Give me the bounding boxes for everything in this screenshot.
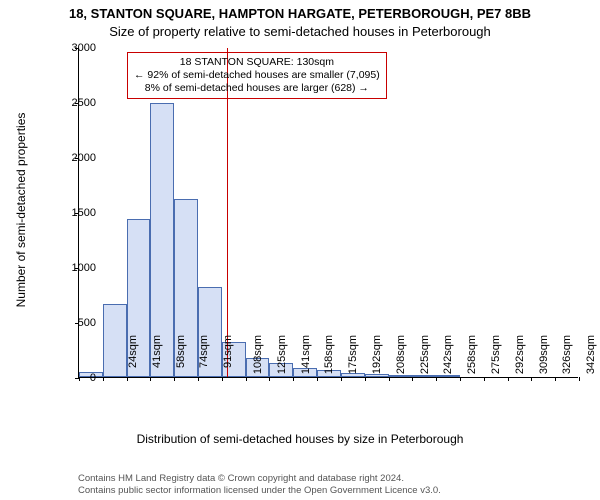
plot-area: 18 STANTON SQUARE: 130sqm← 92% of semi-d… (78, 48, 578, 378)
page-title-subtitle: Size of property relative to semi-detach… (0, 24, 600, 39)
x-axis-label: Distribution of semi-detached houses by … (0, 432, 600, 446)
xtick-mark (531, 377, 532, 381)
xtick-label: 242sqm (443, 335, 455, 374)
footer-attribution: Contains HM Land Registry data © Crown c… (78, 473, 441, 496)
xtick-label: 125sqm (276, 335, 288, 374)
ytick-label: 1000 (72, 262, 96, 274)
xtick-label: 342sqm (585, 335, 597, 374)
histogram-bar (412, 375, 436, 377)
xtick-label: 309sqm (538, 335, 550, 374)
xtick-label: 208sqm (395, 335, 407, 374)
xtick-label: 74sqm (198, 335, 210, 368)
xtick-mark (484, 377, 485, 381)
ytick-label: 2000 (72, 152, 96, 164)
xtick-mark (269, 377, 270, 381)
xtick-mark (317, 377, 318, 381)
xtick-mark (174, 377, 175, 381)
xtick-label: 275sqm (490, 335, 502, 374)
ytick-label: 500 (78, 317, 96, 329)
ytick-label: 1500 (72, 207, 96, 219)
xtick-label: 141sqm (300, 335, 312, 374)
xtick-mark (579, 377, 580, 381)
page-title-address: 18, STANTON SQUARE, HAMPTON HARGATE, PET… (0, 6, 600, 21)
xtick-label: 24sqm (127, 335, 139, 368)
xtick-mark (412, 377, 413, 381)
xtick-mark (341, 377, 342, 381)
xtick-label: 225sqm (419, 335, 431, 374)
histogram-chart: 18 STANTON SQUARE: 130sqm← 92% of semi-d… (78, 48, 578, 378)
footer-line-2: Contains public sector information licen… (78, 485, 441, 496)
xtick-mark (389, 377, 390, 381)
annotation-box: 18 STANTON SQUARE: 130sqm← 92% of semi-d… (127, 52, 387, 99)
xtick-mark (103, 377, 104, 381)
xtick-label: 41sqm (151, 335, 163, 368)
xtick-mark (508, 377, 509, 381)
xtick-label: 258sqm (466, 335, 478, 374)
xtick-label: 91sqm (222, 335, 234, 368)
xtick-mark (127, 377, 128, 381)
xtick-mark (246, 377, 247, 381)
xtick-label: 192sqm (371, 335, 383, 374)
annotation-line: 8% of semi-detached houses are larger (6… (134, 82, 380, 95)
xtick-mark (79, 377, 80, 381)
xtick-mark (365, 377, 366, 381)
xtick-label: 326sqm (562, 335, 574, 374)
annotation-line: ← 92% of semi-detached houses are smalle… (134, 69, 380, 82)
ytick-label: 0 (90, 372, 96, 384)
histogram-bar (389, 375, 413, 377)
histogram-bar (365, 374, 389, 377)
footer-line-1: Contains HM Land Registry data © Crown c… (78, 473, 441, 484)
xtick-mark (436, 377, 437, 381)
xtick-mark (460, 377, 461, 381)
histogram-bar (436, 375, 460, 377)
xtick-mark (222, 377, 223, 381)
ytick-label: 3000 (72, 42, 96, 54)
xtick-mark (198, 377, 199, 381)
xtick-label: 58sqm (175, 335, 187, 368)
ytick-label: 2500 (72, 97, 96, 109)
xtick-mark (555, 377, 556, 381)
y-axis-label: Number of semi-detached properties (14, 113, 28, 308)
xtick-label: 292sqm (514, 335, 526, 374)
histogram-bar (103, 304, 127, 377)
xtick-label: 158sqm (324, 335, 336, 374)
xtick-label: 175sqm (347, 335, 359, 374)
annotation-line: 18 STANTON SQUARE: 130sqm (134, 56, 380, 69)
xtick-mark (293, 377, 294, 381)
xtick-label: 108sqm (252, 335, 264, 374)
xtick-mark (150, 377, 151, 381)
